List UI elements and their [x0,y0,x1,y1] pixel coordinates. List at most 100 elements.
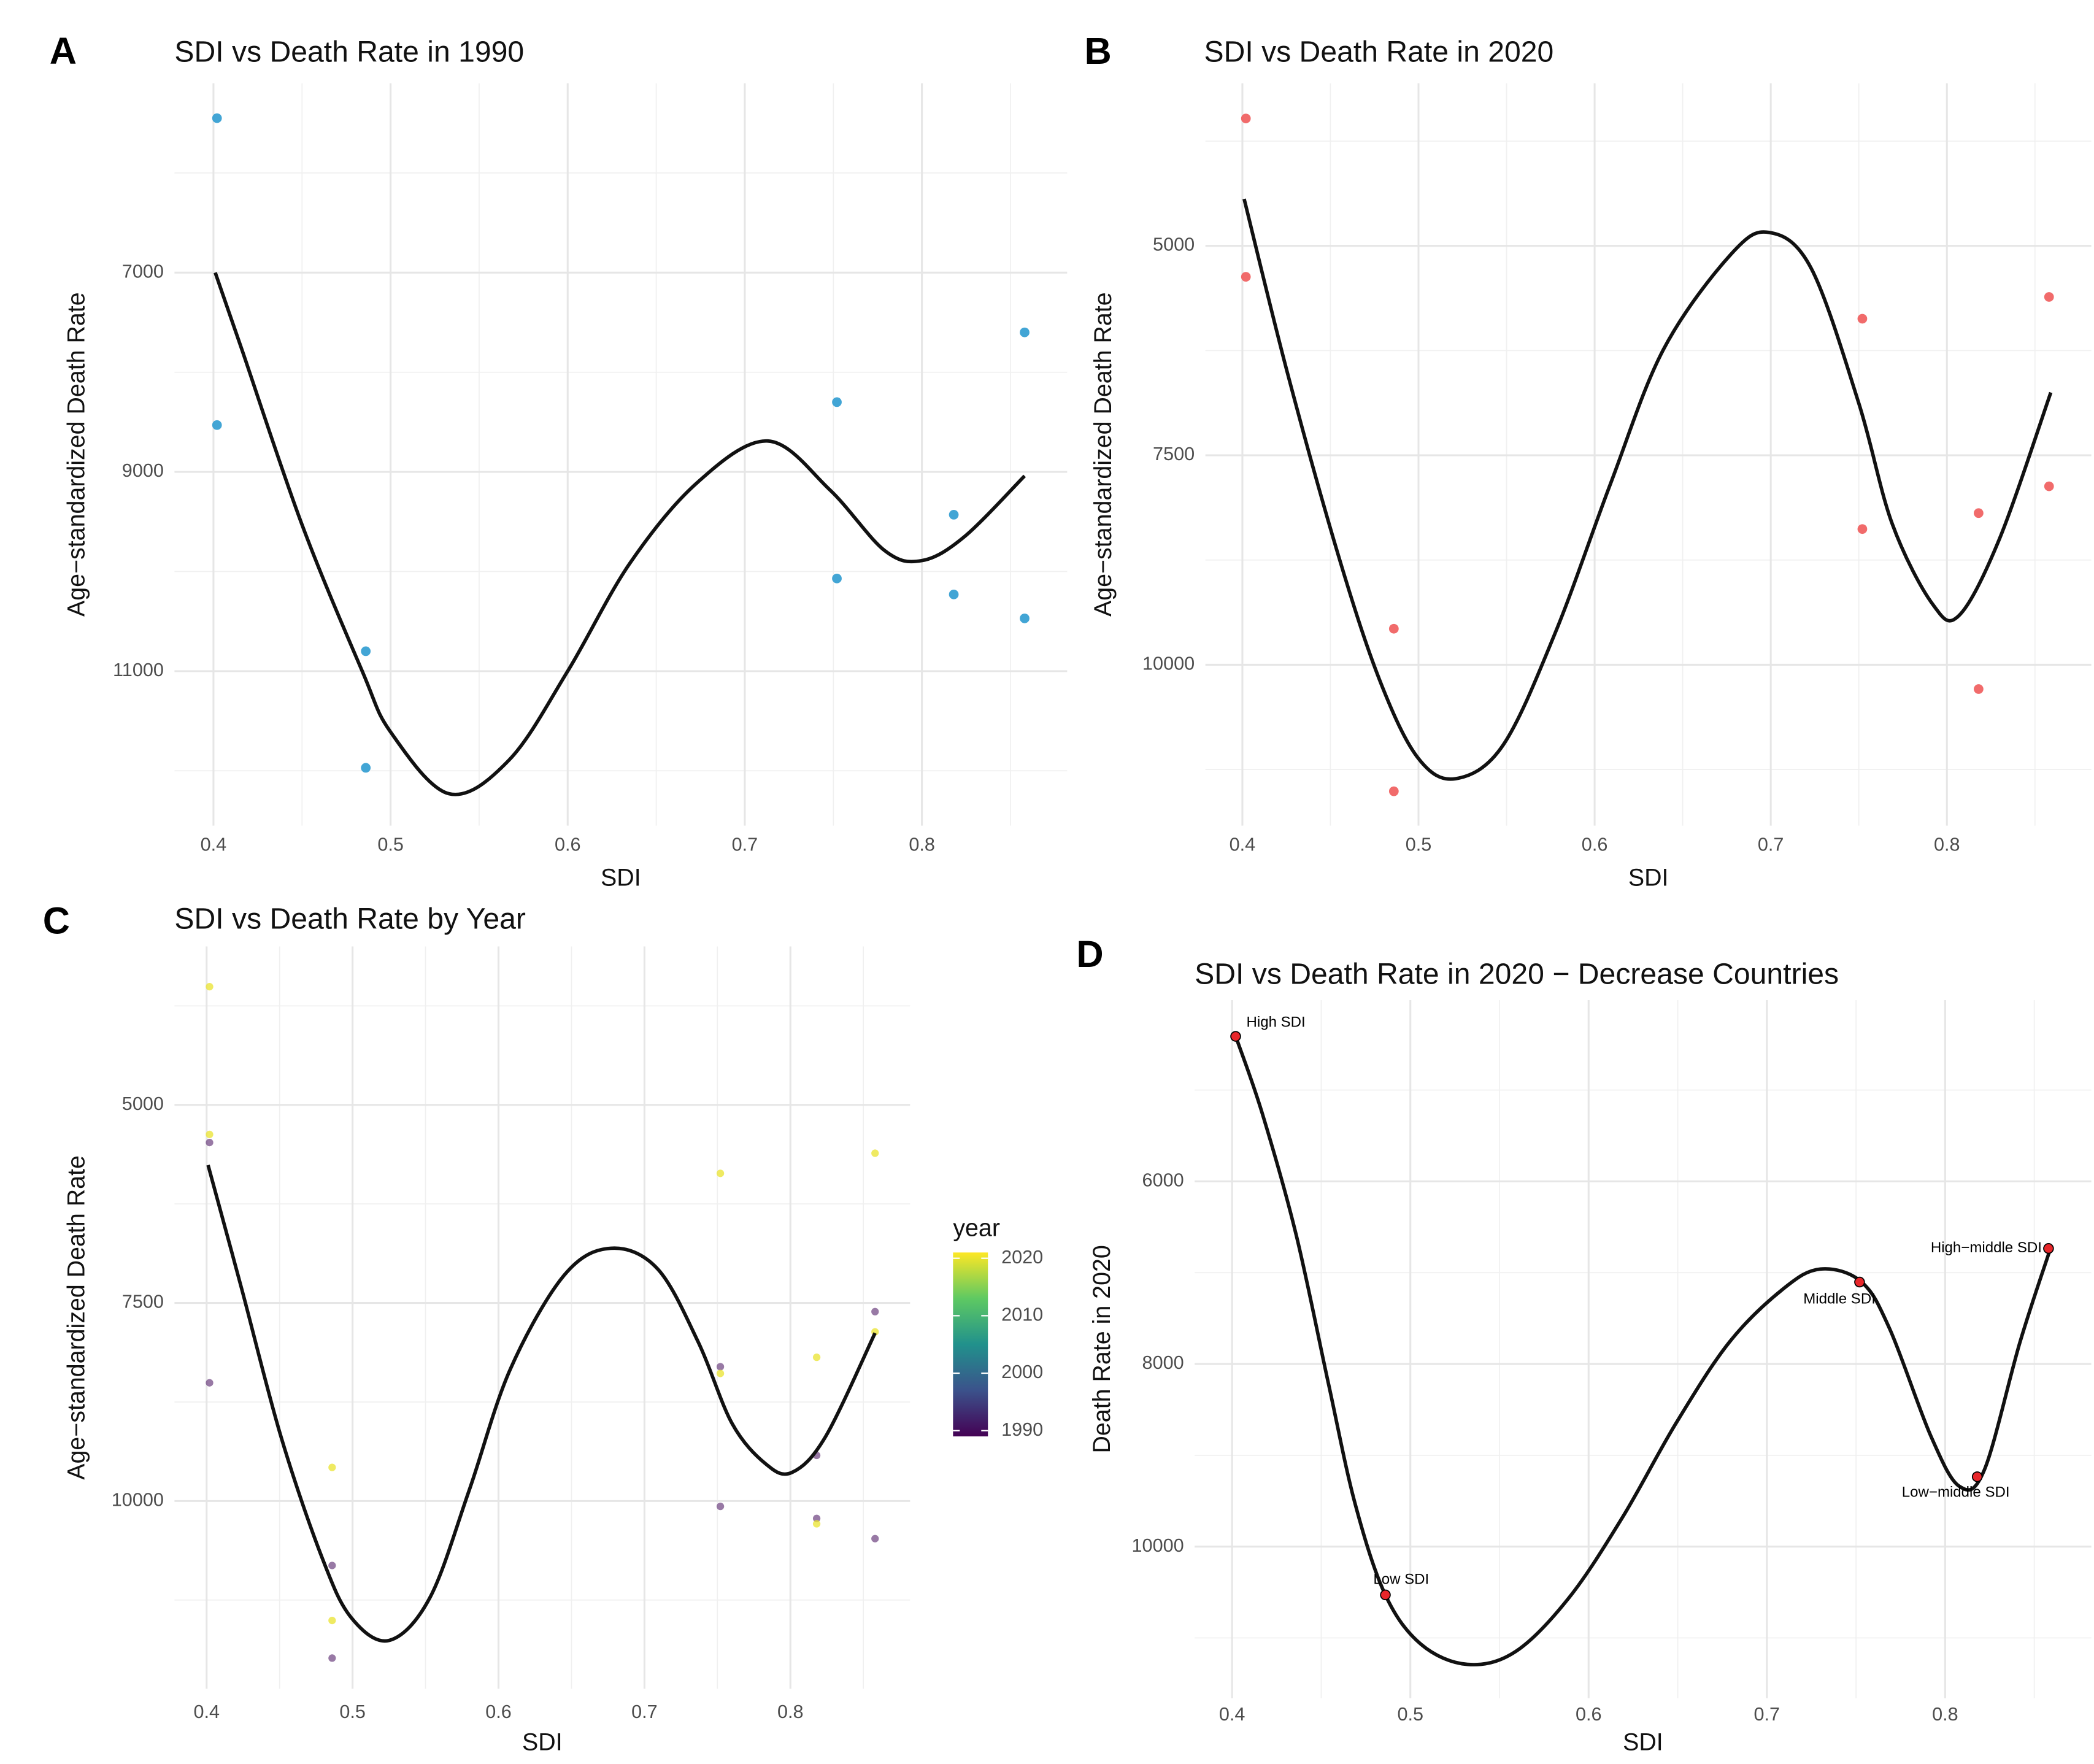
data-point [328,1463,336,1471]
y-tick-label: 8000 [1142,1352,1184,1373]
data-point [1241,114,1251,123]
x-axis-label: SDI [522,1728,563,1755]
data-point [871,1149,879,1157]
colorbar-label: 2010 [1001,1304,1043,1325]
data-point [1241,272,1251,282]
x-axis-label: SDI [601,865,641,892]
x-axis-label: SDI [1623,1728,1663,1755]
y-tick-label: 6000 [1142,1170,1184,1191]
smooth-curve [214,272,1026,796]
data-point [812,1354,821,1362]
data-point [812,1514,821,1522]
x-tick-label: 0.4 [1219,1704,1245,1725]
data-point [206,1130,214,1139]
data-point [716,1169,725,1177]
data-point [1388,623,1399,634]
y-tick-label: 7000 [122,261,164,282]
y-tick-label: 10000 [112,1489,164,1510]
data-point [812,1520,821,1528]
x-tick-label: 0.5 [1406,834,1432,855]
data-point [206,982,214,991]
chart-title: SDI vs Death Rate in 2020 − Decrease Cou… [1195,957,1839,990]
panel: 0.4 0.5 0.6 0.7 0.8 7000 9000 11000 A SDI vs Deat… [50,30,1068,892]
colorbar-label: 2020 [1001,1247,1043,1268]
data-point [949,510,959,520]
x-tick-label: 0.8 [777,1701,804,1722]
y-tick-label: 10000 [1132,1535,1184,1556]
x-tick-label: 0.6 [555,834,581,855]
data-point [1020,613,1030,623]
data-point [716,1363,725,1371]
y-axis-label: Age−standardized Death Rate [63,292,90,617]
x-tick-label: 0.8 [1934,834,1960,855]
chart-title: SDI vs Death Rate by Year [174,903,525,936]
y-axis-label: Age−standardized Death Rate [1090,292,1117,617]
data-point [1854,1276,1865,1288]
panel: 0.4 0.5 0.6 0.7 0.8 6000 8000 10000 D SDI vs Deat… [1076,933,2092,1755]
x-tick-label: 0.7 [1754,1704,1780,1725]
x-tick-label: 0.7 [1758,834,1784,855]
x-tick-label: 0.4 [201,834,227,855]
data-label: High−middle SDI [1931,1239,2042,1256]
panel-letter: D [1076,933,1103,975]
data-point [212,420,222,430]
data-point [1974,508,1984,518]
y-tick-label: 7500 [1153,444,1195,464]
data-point [2044,292,2054,302]
data-point [949,589,959,599]
data-point [206,1379,214,1387]
panel-letter: B [1085,30,1112,72]
panel: 0.4 0.5 0.6 0.7 0.8 5000 7500 10000 B SDI vs Deat… [1085,30,2092,892]
data-point [1971,1471,1983,1482]
x-tick-label: 0.7 [631,1701,658,1722]
x-tick-label: 0.7 [732,834,758,855]
x-tick-label: 0.4 [1230,834,1256,855]
x-tick-label: 0.8 [1932,1704,1958,1725]
panel: 0.4 0.5 0.6 0.7 0.8 5000 7500 10000 C SDI vs Deat… [43,900,1043,1756]
x-tick-label: 0.6 [1576,1704,1602,1725]
data-point [832,397,842,407]
data-point [871,1308,879,1315]
data-point [1388,786,1399,796]
colorbar [953,1252,988,1437]
data-point [716,1369,725,1377]
data-point [361,646,371,657]
data-point [1857,524,1868,534]
data-point [212,113,222,123]
data-point [871,1535,879,1543]
data-point [328,1654,336,1662]
smooth-curve [1234,1035,2052,1666]
data-point [361,763,371,773]
x-tick-label: 0.8 [909,834,935,855]
x-tick-label: 0.5 [339,1701,366,1722]
y-tick-label: 7500 [122,1292,164,1312]
x-tick-label: 0.4 [193,1701,220,1722]
data-point [1020,327,1030,337]
panel-letter: A [50,30,77,72]
data-point [1380,1589,1391,1601]
chart-title: SDI vs Death Rate in 2020 [1204,35,1553,68]
y-tick-label: 5000 [122,1093,164,1114]
x-tick-label: 0.6 [485,1701,512,1722]
data-point [2043,1243,2054,1254]
y-axis-label: Age−standardized Death Rate [63,1155,90,1480]
chart-title: SDI vs Death Rate in 1990 [174,35,524,68]
smooth-curve [1242,198,2053,781]
y-tick-label: 10000 [1142,653,1195,674]
y-tick-label: 5000 [1153,234,1195,255]
y-tick-label: 9000 [122,460,164,481]
data-label: Middle SDI [1803,1290,1876,1307]
data-point [328,1616,336,1625]
data-point [1230,1031,1241,1042]
data-label: High SDI [1246,1014,1305,1031]
data-point [1974,684,1984,694]
data-point [206,1138,214,1147]
colorbar-label: 2000 [1001,1362,1043,1382]
x-axis-label: SDI [1628,865,1669,892]
y-axis-label: Death Rate in 2020 [1088,1245,1115,1453]
data-point [1857,314,1868,324]
panel-letter: C [43,900,70,942]
y-tick-label: 11000 [113,660,164,680]
data-point [2044,481,2054,491]
